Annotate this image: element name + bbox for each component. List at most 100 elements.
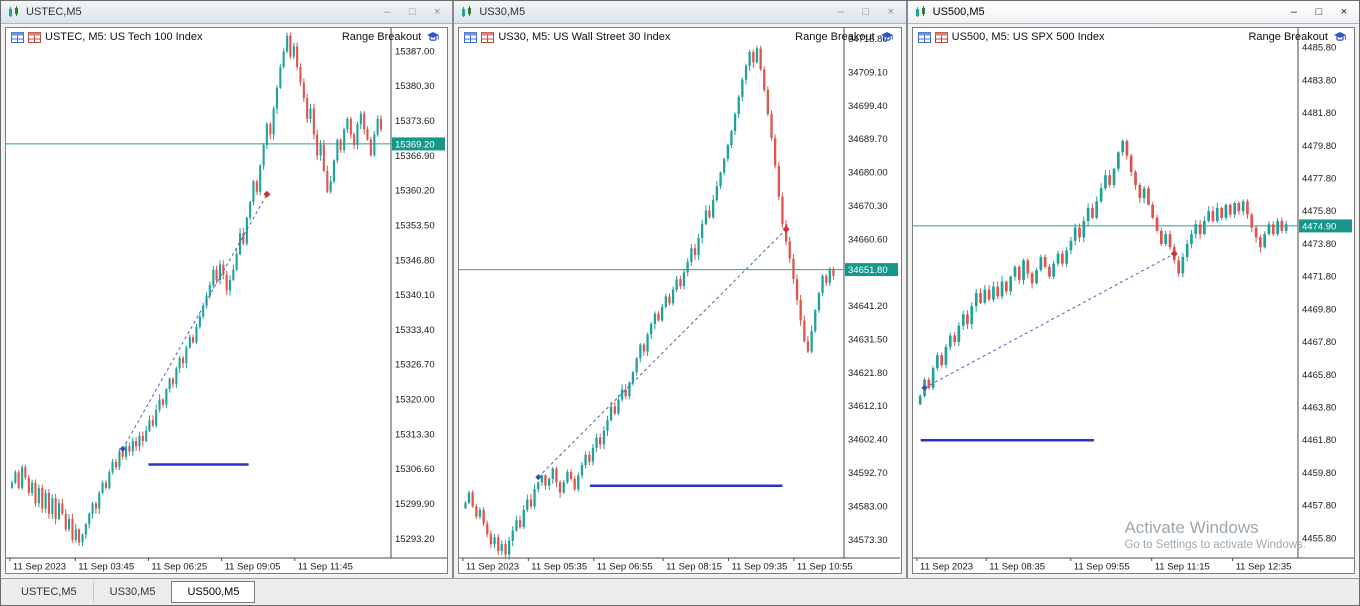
svg-text:34602.40: 34602.40 bbox=[848, 435, 888, 446]
svg-text:4455.80: 4455.80 bbox=[1302, 533, 1336, 544]
svg-text:15346.80: 15346.80 bbox=[395, 255, 435, 266]
svg-text:34612.10: 34612.10 bbox=[848, 401, 888, 412]
svg-text:4465.80: 4465.80 bbox=[1302, 370, 1336, 381]
ohlc-table-icon[interactable] bbox=[481, 31, 495, 43]
svg-text:34709.10: 34709.10 bbox=[848, 67, 888, 78]
svg-text:4459.80: 4459.80 bbox=[1302, 468, 1336, 479]
svg-text:34718.80: 34718.80 bbox=[848, 34, 888, 45]
price-chart[interactable]: 4485.80 4483.80 4481.80 4479.80 4477.80 4475.… bbox=[912, 28, 1354, 573]
ea-name: Range Breakout bbox=[795, 31, 875, 43]
svg-text:15360.20: 15360.20 bbox=[395, 186, 435, 197]
chart-window-us500: US500,M5 – □ × US500, M5: US SPX 500 Ind… bbox=[907, 1, 1359, 578]
tab-us500-m5[interactable]: US500,M5 bbox=[171, 581, 256, 603]
window-title: US30,M5 bbox=[479, 6, 526, 18]
svg-text:11 Sep 06:55: 11 Sep 06:55 bbox=[597, 562, 653, 573]
quotes-table-icon[interactable] bbox=[917, 31, 931, 43]
minimize-button[interactable]: – bbox=[384, 6, 391, 18]
chart-window-ustec: USTEC,M5 – □ × USTEC, M5: US Tech 100 In… bbox=[1, 1, 455, 578]
svg-text:4467.80: 4467.80 bbox=[1302, 337, 1336, 348]
ea-label: Range Breakout bbox=[1248, 31, 1347, 43]
quotes-table-icon[interactable] bbox=[11, 31, 24, 43]
svg-text:34651.80: 34651.80 bbox=[848, 265, 888, 276]
chart-info-bar: USTEC, M5: US Tech 100 Index bbox=[11, 31, 203, 43]
svg-text:4474.90: 4474.90 bbox=[1302, 221, 1336, 232]
window-titlebar[interactable]: US30,M5 – □ × bbox=[454, 1, 906, 24]
maximize-button[interactable]: □ bbox=[862, 6, 869, 18]
price-chart[interactable]: 15387.00 15380.30 15373.60 15366.90 15360.20… bbox=[6, 28, 447, 573]
chart-window-us30: US30,M5 – □ × US30, M5: US Wall Street 3… bbox=[454, 1, 908, 578]
svg-text:15369.20: 15369.20 bbox=[395, 139, 435, 150]
ohlc-table-icon[interactable] bbox=[934, 31, 948, 43]
svg-text:34670.30: 34670.30 bbox=[848, 201, 888, 212]
graduation-cap-icon[interactable] bbox=[1333, 31, 1347, 43]
svg-text:4463.80: 4463.80 bbox=[1302, 403, 1336, 414]
svg-text:11 Sep 2023: 11 Sep 2023 bbox=[13, 562, 66, 573]
graduation-cap-icon[interactable] bbox=[426, 31, 440, 43]
svg-text:4483.80: 4483.80 bbox=[1302, 75, 1336, 86]
svg-text:11 Sep 2023: 11 Sep 2023 bbox=[466, 562, 519, 573]
window-title: US500,M5 bbox=[932, 6, 985, 18]
window-titlebar[interactable]: USTEC,M5 – □ × bbox=[1, 1, 453, 24]
svg-text:11 Sep 10:55: 11 Sep 10:55 bbox=[797, 562, 853, 573]
ohlc-table-icon[interactable] bbox=[28, 31, 41, 43]
svg-text:15293.20: 15293.20 bbox=[395, 534, 435, 545]
svg-text:11 Sep 11:15: 11 Sep 11:15 bbox=[1154, 562, 1209, 573]
close-button[interactable]: × bbox=[887, 6, 894, 18]
chart-info-bar: US30, M5: US Wall Street 30 Index bbox=[464, 31, 670, 43]
svg-text:11 Sep 05:35: 11 Sep 05:35 bbox=[532, 562, 588, 573]
svg-text:11 Sep 08:35: 11 Sep 08:35 bbox=[989, 562, 1045, 573]
quotes-table-icon[interactable] bbox=[464, 31, 478, 43]
minimize-button[interactable]: – bbox=[837, 6, 844, 18]
minimize-button[interactable]: – bbox=[1290, 6, 1298, 18]
svg-text:34641.20: 34641.20 bbox=[848, 301, 888, 312]
svg-text:15313.30: 15313.30 bbox=[395, 429, 435, 440]
svg-text:15353.50: 15353.50 bbox=[395, 221, 435, 232]
window-titlebar[interactable]: US500,M5 – □ × bbox=[907, 1, 1359, 24]
chart-info-bar: US500, M5: US SPX 500 Index bbox=[917, 31, 1105, 43]
tab-ustec-m5[interactable]: USTEC,M5 bbox=[5, 582, 94, 602]
svg-text:4461.80: 4461.80 bbox=[1302, 435, 1336, 446]
chart-canvas[interactable]: USTEC, M5: US Tech 100 Index Range Break… bbox=[5, 27, 449, 574]
svg-text:34660.60: 34660.60 bbox=[848, 234, 888, 245]
svg-text:4475.80: 4475.80 bbox=[1302, 206, 1336, 217]
svg-text:34583.00: 34583.00 bbox=[848, 501, 888, 512]
chart-symbol-info: US500, M5: US SPX 500 Index bbox=[951, 31, 1105, 43]
svg-text:15299.90: 15299.90 bbox=[395, 499, 435, 510]
svg-text:15373.60: 15373.60 bbox=[395, 116, 435, 127]
svg-text:4457.80: 4457.80 bbox=[1302, 501, 1336, 512]
tab-us30-m5[interactable]: US30,M5 bbox=[94, 582, 173, 602]
chart-tab-bar: USTEC,M5 US30,M5 US500,M5 bbox=[1, 578, 1359, 605]
chart-canvas[interactable]: US500, M5: US SPX 500 Index Range Breako… bbox=[911, 27, 1355, 574]
chart-windows-row: USTEC,M5 – □ × USTEC, M5: US Tech 100 In… bbox=[1, 1, 1359, 578]
graduation-cap-icon[interactable] bbox=[880, 31, 894, 43]
svg-text:34631.50: 34631.50 bbox=[848, 335, 888, 346]
maximize-button[interactable]: □ bbox=[409, 6, 416, 18]
svg-text:34592.70: 34592.70 bbox=[848, 468, 888, 479]
svg-text:15306.60: 15306.60 bbox=[395, 464, 435, 475]
price-chart[interactable]: 34718.80 34709.10 34699.40 34689.70 34680.00… bbox=[459, 28, 901, 573]
chart-window-icon bbox=[462, 6, 472, 17]
svg-text:34699.40: 34699.40 bbox=[848, 101, 888, 112]
maximize-button[interactable]: □ bbox=[1315, 6, 1323, 18]
svg-text:15366.90: 15366.90 bbox=[395, 151, 435, 162]
svg-text:11 Sep 2023: 11 Sep 2023 bbox=[920, 562, 973, 573]
svg-text:15340.10: 15340.10 bbox=[395, 290, 435, 301]
chart-symbol-info: US30, M5: US Wall Street 30 Index bbox=[498, 31, 671, 43]
close-button[interactable]: × bbox=[1340, 6, 1348, 18]
svg-text:34689.70: 34689.70 bbox=[848, 134, 888, 145]
chart-window-icon bbox=[915, 6, 925, 17]
svg-text:4485.80: 4485.80 bbox=[1302, 43, 1336, 54]
svg-text:34680.00: 34680.00 bbox=[848, 168, 888, 179]
chart-canvas[interactable]: US30, M5: US Wall Street 30 Index Range … bbox=[458, 27, 902, 574]
svg-text:15320.00: 15320.00 bbox=[395, 395, 435, 406]
svg-text:15326.70: 15326.70 bbox=[395, 360, 435, 371]
svg-text:4479.80: 4479.80 bbox=[1302, 141, 1336, 152]
svg-text:11 Sep 09:35: 11 Sep 09:35 bbox=[732, 562, 788, 573]
svg-text:15380.30: 15380.30 bbox=[395, 81, 435, 92]
svg-text:15387.00: 15387.00 bbox=[395, 46, 435, 57]
svg-text:4471.80: 4471.80 bbox=[1302, 272, 1336, 283]
svg-text:11 Sep 06:25: 11 Sep 06:25 bbox=[151, 562, 207, 573]
svg-text:11 Sep 03:45: 11 Sep 03:45 bbox=[78, 562, 134, 573]
close-button[interactable]: × bbox=[434, 6, 441, 18]
chart-window-icon bbox=[9, 6, 18, 17]
